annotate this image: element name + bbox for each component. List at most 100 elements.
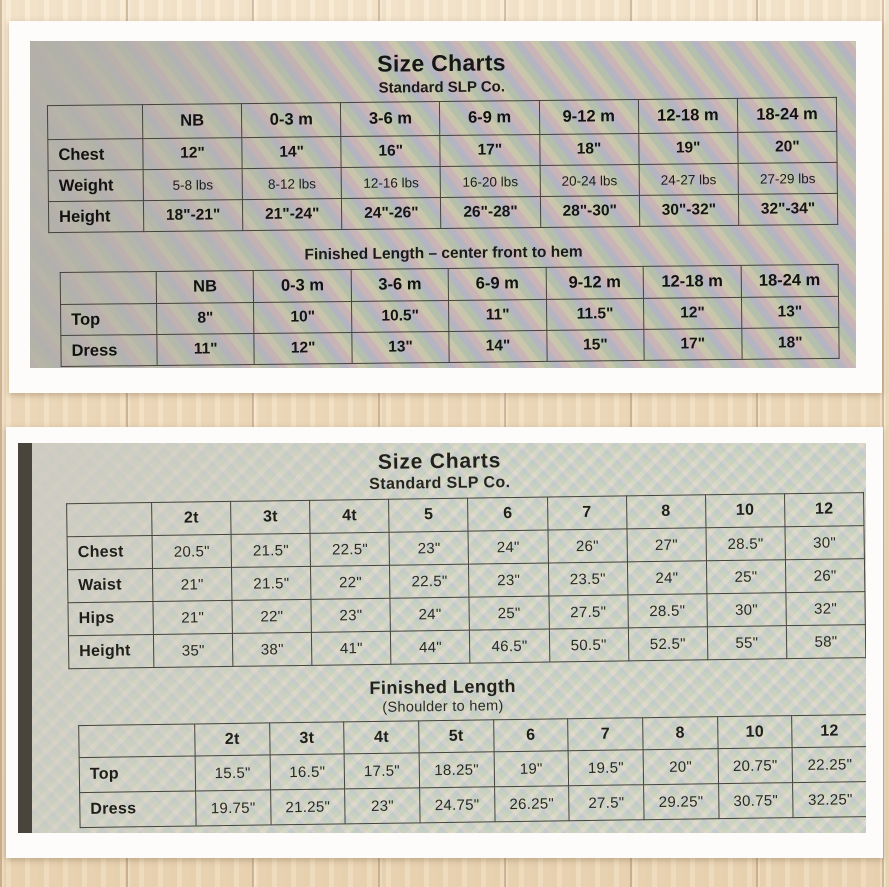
table-cell: 24-27 lbs <box>638 163 739 196</box>
table-cell: 23.5" <box>548 561 628 597</box>
column-header: 5t <box>418 719 494 753</box>
table-cell: 11" <box>448 299 547 332</box>
column-header: 12-18 m <box>643 265 742 299</box>
column-header: 10 <box>717 715 793 749</box>
table-cell: 16" <box>341 135 441 168</box>
size-table: 2t 3t 4t 5t 6 7 8 10 12 Top 15.5" 16.5" 17.5" 18.25" 1… <box>78 714 866 828</box>
table-cell: 24.75" <box>419 786 495 823</box>
table-cell: 21"-24" <box>242 198 343 231</box>
column-header: 4t <box>309 499 390 534</box>
row-label: Dress <box>60 334 158 367</box>
row-label: Chest <box>47 138 144 171</box>
table-cell: 58" <box>786 624 866 659</box>
column-header: 5 <box>388 498 469 533</box>
table-cell: 12" <box>643 297 742 330</box>
table-cell: 28.5" <box>705 526 786 561</box>
table-cell: 20" <box>737 131 838 164</box>
table-cell: 29.25" <box>643 783 719 820</box>
table-cell: 52.5" <box>628 626 708 661</box>
column-header: 12 <box>784 492 864 527</box>
table-cell: 17.5" <box>344 752 420 789</box>
table-cell: 26.25" <box>494 785 570 822</box>
table-cell: 19.5" <box>568 749 644 786</box>
table-cell: 23" <box>468 563 549 598</box>
corner-cell <box>78 723 196 758</box>
row-label: Top <box>79 755 196 793</box>
table-cell: 46.5" <box>469 629 550 664</box>
table-cell: 30" <box>706 592 787 627</box>
table-cell: 12" <box>142 137 243 170</box>
size-table: NB 0-3 m 3-6 m 6-9 m 9-12 m 12-18 m 18-24 m Top… <box>60 264 840 367</box>
table-cell: 55" <box>707 625 787 660</box>
row-label: Hips <box>67 601 154 636</box>
table-cell: 30"-32" <box>639 194 739 227</box>
infant-size-chart-photo: Size Charts Standard SLP Co. NB 0-3 m 3-6 … <box>9 21 882 393</box>
infant-finished-length-table: NB 0-3 m 3-6 m 6-9 m 9-12 m 12-18 m 18-24 m Top… <box>31 264 856 368</box>
corner-cell <box>60 271 157 305</box>
table-cell: 17" <box>643 328 742 361</box>
infant-chart-content: Size Charts Standard SLP Co. NB 0-3 m 3-6 … <box>30 41 856 368</box>
row-label: Weight <box>48 169 144 202</box>
column-header: 3t <box>269 721 345 755</box>
table-cell: 21.5" <box>231 566 312 601</box>
table-cell: 18" <box>539 133 639 166</box>
column-header: 12-18 m <box>638 98 738 134</box>
screen-bezel <box>18 443 32 833</box>
table-cell: 28"-30" <box>539 195 640 228</box>
table-cell: 18" <box>741 327 840 360</box>
row-label: Waist <box>67 568 153 603</box>
table-cell: 27.5" <box>568 784 644 821</box>
table-cell: 16-20 lbs <box>440 165 540 198</box>
column-header: 6-9 m <box>439 100 540 136</box>
column-header: 4t <box>343 720 420 754</box>
table-cell: 38" <box>232 632 313 667</box>
table-cell: 32" <box>785 591 866 626</box>
table-cell: 15" <box>546 329 645 362</box>
table-cell: 15.5" <box>195 754 271 791</box>
table-cell: 24"-26" <box>341 197 442 230</box>
toddler-chart-screen: Size Charts Standard SLP Co. 2t 3t 4t 5 6 7 8 1… <box>18 443 866 833</box>
table-cell: 25" <box>706 559 786 594</box>
column-header: 9-12 m <box>538 99 639 135</box>
row-label: Top <box>60 303 157 336</box>
table-cell: 20.5" <box>152 534 232 569</box>
table-cell: 12" <box>254 332 353 365</box>
infant-chart-screen: Size Charts Standard SLP Co. NB 0-3 m 3-6 … <box>30 41 856 368</box>
table-cell: 13" <box>741 296 839 329</box>
column-header: 7 <box>547 495 627 531</box>
table-cell: 26" <box>785 558 865 593</box>
table-cell: 20" <box>643 748 719 785</box>
column-header: 18-24 m <box>740 264 839 298</box>
row-label: Dress <box>79 790 197 828</box>
table-cell: 22" <box>310 565 391 600</box>
toddler-finished-length-table: 2t 3t 4t 5t 6 7 8 10 12 Top 15.5" 16.5" 17.5" 18.25" 1… <box>19 714 866 829</box>
table-cell: 26" <box>547 528 628 564</box>
table-cell: 50.5" <box>548 627 629 663</box>
size-table: 2t 3t 4t 5 6 7 8 10 12 Chest 20.5" 21.5" 22.5" 23" 24"… <box>66 492 866 669</box>
table-cell: 32"-34" <box>738 193 838 226</box>
column-header: 3-6 m <box>340 101 441 137</box>
column-header: 2t <box>194 722 270 756</box>
column-header: 3t <box>230 500 311 535</box>
table-cell: 13" <box>351 331 450 364</box>
table-cell: 23" <box>311 598 391 633</box>
table-cell: 19" <box>638 132 738 165</box>
table-cell: 10.5" <box>351 300 450 333</box>
table-cell: 22.25" <box>792 746 866 783</box>
table-cell: 28.5" <box>627 593 708 628</box>
table-cell: 24" <box>390 597 470 632</box>
column-header: 0-3 m <box>253 269 352 303</box>
infant-measurements-table: NB 0-3 m 3-6 m 6-9 m 9-12 m 12-18 m 18-24 m Che… <box>30 97 856 234</box>
table-cell: 44" <box>390 630 471 665</box>
column-header: NB <box>156 270 254 304</box>
table-cell: 21.5" <box>231 533 311 568</box>
table-cell: 24" <box>468 530 549 565</box>
finished-length-heading: Finished Length – center front to hem <box>304 243 583 264</box>
column-header: 9-12 m <box>545 266 644 300</box>
corner-cell <box>66 502 153 537</box>
table-cell: 22.5" <box>389 564 470 599</box>
table-cell: 27-29 lbs <box>737 162 838 195</box>
column-header: 10 <box>705 493 785 528</box>
table-cell: 19" <box>493 750 569 787</box>
